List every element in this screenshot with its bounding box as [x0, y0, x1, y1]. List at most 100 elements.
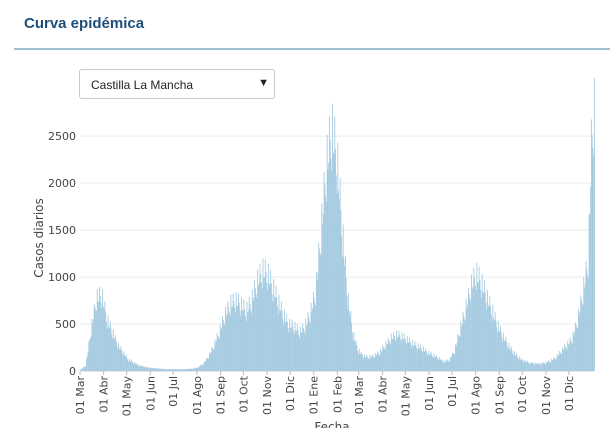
- daily-case-bar: [170, 369, 172, 371]
- daily-case-bar: [409, 337, 411, 371]
- daily-case-bar: [333, 154, 335, 371]
- daily-case-bar: [213, 349, 215, 371]
- daily-case-bar: [413, 345, 415, 371]
- daily-case-bar: [551, 358, 553, 371]
- daily-case-bar: [376, 354, 378, 371]
- daily-case-bar: [148, 367, 150, 371]
- daily-case-bar: [174, 369, 176, 371]
- daily-case-bar: [136, 363, 138, 371]
- daily-case-bar: [132, 363, 134, 371]
- daily-case-bar: [427, 355, 429, 371]
- daily-case-bar: [119, 349, 121, 371]
- daily-case-bar: [280, 310, 281, 371]
- daily-case-bar: [372, 355, 374, 371]
- daily-case-bar: [254, 280, 256, 371]
- daily-case-bar: [568, 344, 569, 371]
- daily-case-bar: [187, 368, 189, 371]
- daily-case-bar: [290, 327, 292, 371]
- daily-case-bar: [384, 349, 386, 371]
- daily-case-bar: [280, 301, 282, 371]
- daily-case-bar: [419, 348, 420, 371]
- daily-case-bar: [545, 361, 547, 371]
- daily-case-bar: [383, 347, 385, 371]
- daily-case-bar: [258, 282, 260, 371]
- daily-case-bar: [590, 119, 592, 371]
- daily-case-bar: [461, 326, 463, 371]
- daily-case-bar: [403, 333, 405, 371]
- daily-case-bar: [403, 339, 404, 371]
- daily-case-bar: [98, 301, 100, 371]
- daily-case-bar: [520, 359, 522, 371]
- daily-case-bar: [181, 369, 183, 371]
- daily-case-bar: [210, 352, 212, 371]
- daily-case-bar: [127, 360, 129, 371]
- daily-case-bar: [196, 367, 197, 371]
- daily-case-bar: [109, 321, 111, 371]
- region-select[interactable]: Castilla La Mancha ▼: [79, 69, 275, 99]
- daily-case-bar: [370, 357, 372, 371]
- region-select-value: Castilla La Mancha: [91, 78, 194, 92]
- daily-case-bar: [415, 345, 417, 371]
- daily-case-bar: [454, 354, 456, 371]
- daily-case-bar: [310, 302, 312, 371]
- daily-case-bar: [395, 340, 397, 371]
- daily-case-bar: [491, 320, 493, 371]
- daily-case-bar: [156, 368, 158, 371]
- daily-case-bar: [147, 366, 149, 371]
- daily-case-bar: [364, 357, 366, 371]
- daily-case-bar: [325, 195, 327, 371]
- daily-case-bar: [570, 340, 572, 371]
- daily-case-bar: [500, 325, 501, 371]
- daily-case-bar: [361, 354, 363, 371]
- daily-case-bar: [203, 361, 205, 371]
- daily-case-bar: [350, 311, 352, 371]
- daily-case-bar: [564, 346, 566, 371]
- daily-case-bar: [380, 348, 382, 371]
- daily-case-bar: [123, 351, 125, 371]
- daily-case-bar: [249, 303, 251, 371]
- daily-case-bar: [286, 321, 288, 371]
- daily-case-bar: [344, 265, 346, 371]
- daily-case-bar: [145, 367, 147, 371]
- daily-case-bar: [278, 294, 280, 371]
- daily-case-bar: [371, 354, 373, 371]
- daily-case-bar: [200, 364, 202, 371]
- daily-case-bar: [455, 344, 456, 371]
- daily-case-bar: [306, 325, 307, 371]
- daily-case-bar: [407, 342, 409, 371]
- daily-case-bar: [379, 355, 381, 371]
- daily-case-bar: [367, 358, 369, 371]
- daily-case-bar: [286, 314, 288, 371]
- daily-case-bar: [177, 368, 178, 371]
- daily-case-bar: [462, 311, 464, 371]
- daily-case-bar: [152, 367, 154, 371]
- daily-case-bar: [212, 349, 214, 371]
- daily-case-bar: [185, 369, 187, 371]
- daily-case-bar: [581, 299, 582, 371]
- daily-case-bar: [311, 311, 313, 371]
- daily-case-bar: [233, 301, 235, 371]
- daily-case-bar: [406, 344, 408, 371]
- daily-case-bar: [284, 321, 286, 371]
- daily-case-bar: [436, 357, 438, 371]
- daily-case-bar: [583, 276, 585, 371]
- daily-case-bar: [522, 361, 524, 371]
- daily-case-bar: [494, 311, 496, 371]
- daily-case-bar: [219, 324, 221, 371]
- daily-case-bar: [549, 362, 551, 371]
- daily-case-bar: [539, 364, 541, 371]
- x-tick-label: 01 Jun: [423, 376, 436, 411]
- daily-case-bar: [234, 307, 236, 371]
- daily-case-bar: [163, 368, 165, 371]
- daily-case-bar: [290, 327, 291, 371]
- daily-case-bar: [303, 331, 305, 371]
- daily-case-bar: [172, 369, 174, 371]
- daily-case-bar: [394, 338, 396, 371]
- daily-case-bar: [225, 306, 227, 371]
- daily-case-bar: [568, 343, 570, 371]
- daily-case-bar: [86, 356, 88, 371]
- x-axis-ticks: 01 Mar 01 Abr 01 May 01 Jun 01 Jul 01 Ago 01 S…: [74, 371, 576, 416]
- daily-case-bar: [294, 321, 296, 371]
- daily-case-bar: [82, 368, 84, 371]
- daily-case-bar: [506, 342, 508, 371]
